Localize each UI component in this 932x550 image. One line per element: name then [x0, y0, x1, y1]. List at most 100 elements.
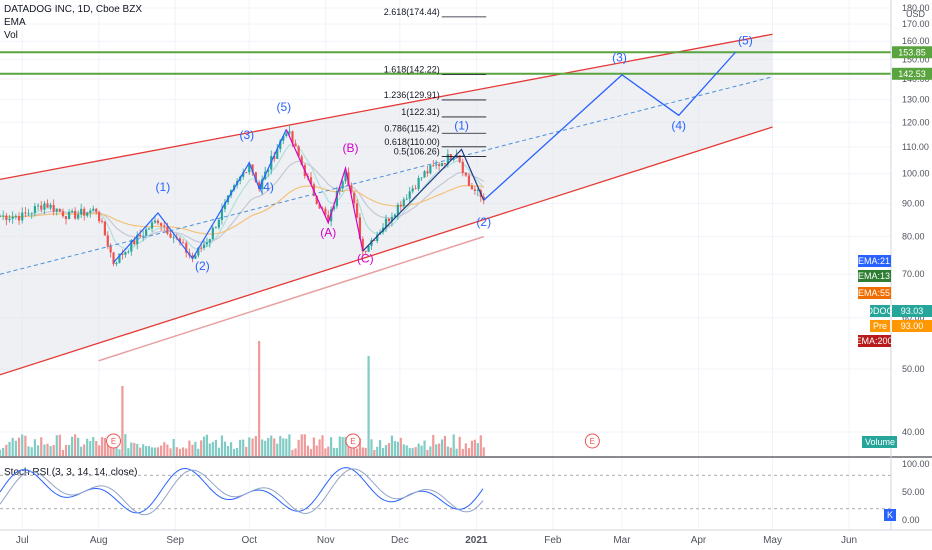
volume-bar — [33, 439, 37, 456]
legend-vol[interactable]: Vol — [4, 30, 18, 41]
volume-bar — [364, 447, 367, 456]
horizontal-levels[interactable] — [0, 51, 891, 75]
level-badge-label: 142.53 — [898, 69, 926, 79]
volume-bar — [175, 447, 178, 456]
volume-bar — [373, 449, 376, 456]
volume-bar — [139, 447, 142, 456]
volume-bar — [273, 438, 276, 456]
candle-body — [27, 213, 30, 215]
candle-body — [467, 175, 471, 186]
candle-body — [14, 216, 17, 217]
candle-body — [364, 251, 367, 252]
elliott-waves[interactable]: (1) (2) (3) (4) (5) (1) (2) (3) (4) (5) (A) (B) (C) — [113, 34, 753, 273]
candle-body — [43, 203, 46, 210]
volume-bar — [205, 434, 209, 456]
new-impulse-path[interactable] — [362, 148, 485, 252]
price-badge-label: Pre — [873, 321, 887, 331]
candle-body — [414, 188, 417, 190]
earnings-marker[interactable]: E — [584, 433, 600, 449]
candle-body — [46, 203, 49, 208]
candle-body — [5, 215, 8, 221]
x-tick-label: Sep — [166, 535, 184, 546]
volume-bar — [86, 438, 89, 456]
candle-body — [361, 238, 364, 252]
candle-body — [417, 178, 420, 189]
candle-body — [327, 214, 330, 222]
price-badge — [858, 335, 891, 347]
projection-path[interactable] — [483, 51, 736, 201]
candle-body — [399, 204, 402, 207]
fibonacci-levels[interactable]: 2.618(174.44) 1.618(142.22) 1.236(129.91) 1… — [384, 7, 487, 157]
channel-lower-line[interactable] — [0, 126, 773, 376]
candle-body — [285, 133, 288, 136]
volume-bar — [423, 440, 426, 456]
volume-bar — [426, 449, 429, 456]
candle-body — [55, 209, 58, 212]
candle-body — [191, 255, 194, 259]
volume-bar — [324, 448, 327, 456]
volume-bar — [254, 436, 257, 456]
channel-upper-line[interactable] — [0, 33, 773, 181]
volume-bar — [440, 439, 444, 456]
volume-bar — [399, 437, 402, 456]
volume-bar — [390, 435, 394, 456]
wave-label: (1) — [454, 118, 469, 132]
volume-bar — [118, 449, 121, 456]
candle-body — [208, 239, 211, 243]
volume-bar — [384, 445, 388, 456]
candle-body — [100, 221, 104, 222]
volume-bar — [43, 444, 46, 456]
candle-body — [95, 208, 98, 212]
y-tick-label: 40.00 — [902, 427, 925, 437]
volume-bar — [220, 435, 224, 456]
stoch-d-line — [0, 468, 484, 516]
volume-bar — [208, 443, 211, 456]
volume-bar — [217, 447, 221, 456]
candle-body — [276, 149, 279, 159]
volume-bar — [68, 444, 71, 456]
legend-ema[interactable]: EMA — [4, 17, 26, 28]
x-tick-label: Jul — [16, 535, 29, 546]
wave-label: (A) — [320, 226, 336, 240]
candle-body — [245, 172, 248, 174]
candle-body — [273, 156, 276, 159]
volume-bar — [74, 434, 77, 456]
candle-body — [127, 251, 130, 253]
candle-body — [83, 208, 86, 216]
x-tick-label: Aug — [90, 535, 108, 546]
volume-bar — [300, 434, 303, 456]
volume-bar — [124, 434, 127, 456]
impulse-wave-path[interactable] — [113, 129, 287, 263]
earnings-marker[interactable]: E — [106, 433, 122, 449]
volume-bar — [435, 444, 438, 456]
candle-body — [458, 155, 461, 162]
earnings-label: E — [590, 437, 595, 446]
candle-body — [156, 220, 160, 224]
price-badge-value-box — [892, 320, 932, 332]
level-badge-label: 153.85 — [898, 47, 926, 57]
price-badge-label: EMA:13 — [858, 271, 890, 281]
candle-body — [74, 210, 77, 219]
volume-bar — [2, 447, 5, 456]
volume-bar — [376, 446, 379, 456]
candle-body — [390, 216, 394, 222]
candle-body — [147, 228, 151, 230]
volume-bar — [103, 437, 106, 456]
wave-label: (B) — [342, 141, 358, 155]
volume-bar — [443, 436, 447, 456]
price-channel[interactable] — [0, 33, 773, 376]
volume-bar — [338, 436, 341, 456]
candle-body — [150, 222, 154, 229]
corrective-wave-path[interactable] — [285, 129, 364, 252]
volume-bar — [145, 445, 148, 456]
candle-body — [89, 210, 92, 213]
volume-bar — [370, 439, 373, 456]
earnings-marker[interactable]: E — [345, 433, 361, 449]
candle-body — [181, 242, 185, 244]
volume-bar — [163, 442, 166, 456]
price-badge — [858, 287, 891, 299]
volume-bar — [49, 446, 52, 456]
